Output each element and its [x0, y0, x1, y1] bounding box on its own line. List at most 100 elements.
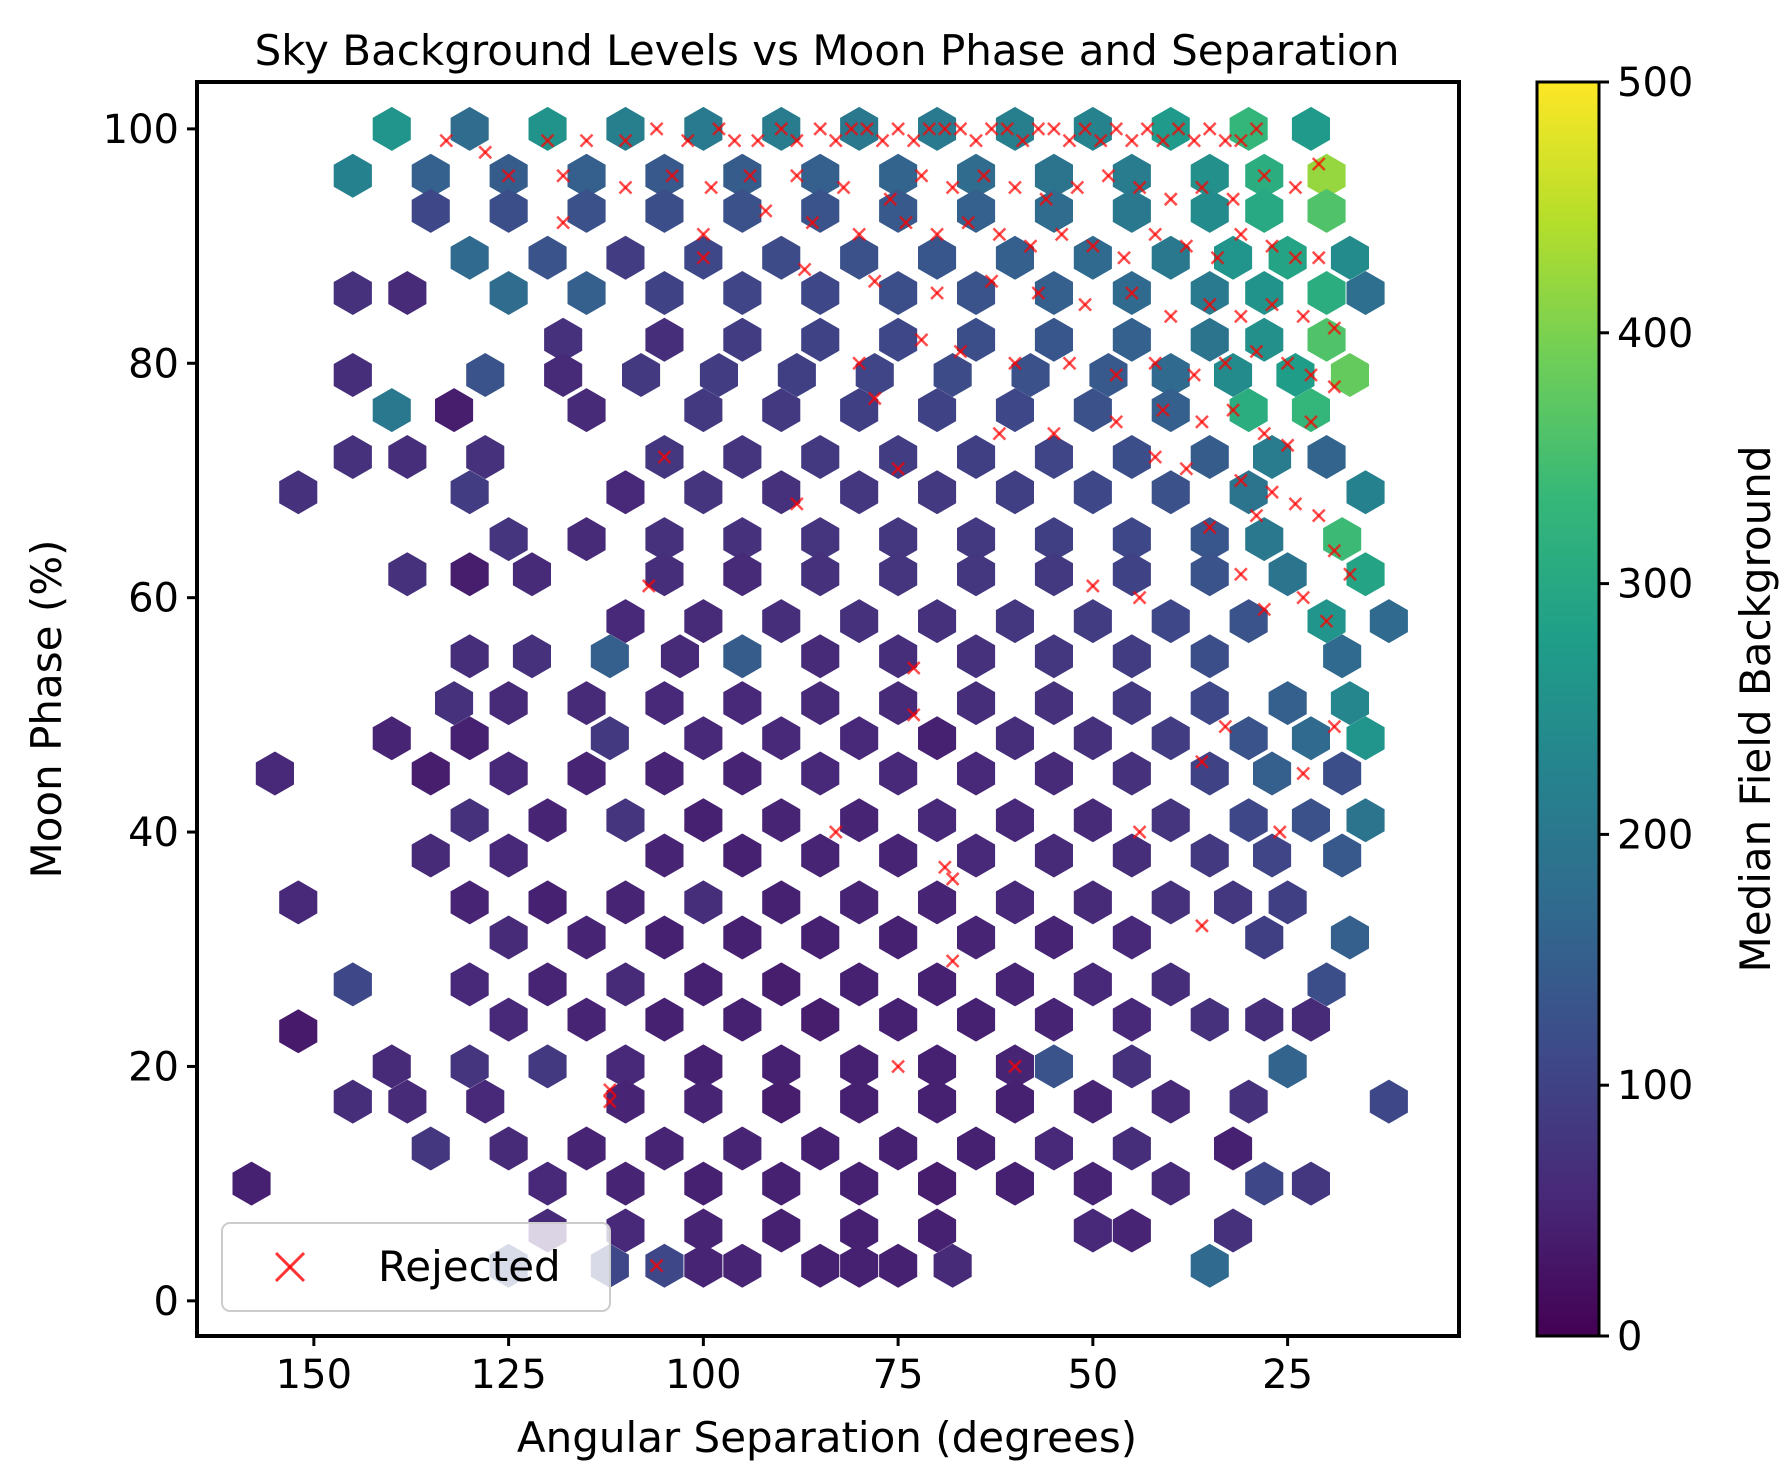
rejected-point: [1311, 250, 1326, 265]
rejected-point: [1195, 180, 1209, 195]
rejected-point: [1319, 614, 1334, 628]
hexbin-cell: [411, 1126, 450, 1171]
hexbin-cell: [684, 470, 723, 515]
hexbin-cell: [466, 435, 505, 479]
hexbin-cell: [435, 388, 474, 433]
hexbin-cell: [1151, 106, 1190, 151]
rejected-point: [852, 356, 867, 371]
rejected-point: [1109, 368, 1124, 382]
hexbin-cell: [801, 915, 840, 960]
hexbin-cell: [544, 353, 583, 397]
rejected-point: [992, 227, 1007, 242]
rejected-point: [1000, 121, 1015, 136]
hexbin-cell: [1073, 388, 1112, 433]
rejected-point: [828, 133, 843, 148]
hexbin-cell: [918, 106, 957, 151]
hexbin-cell: [918, 798, 957, 843]
colorbar-label: Median Field Background: [1731, 446, 1780, 973]
rejected-point: [641, 579, 656, 593]
hexbin-cell: [1190, 271, 1229, 315]
rejected-point: [1070, 180, 1085, 195]
hexbin-cell: [567, 188, 606, 233]
hexbin-cell: [723, 552, 762, 597]
hexbin-cell: [1323, 517, 1362, 562]
hexbin-cell: [528, 962, 567, 1007]
hexbin-cell: [1307, 962, 1346, 1007]
hexbin-cell: [1073, 716, 1112, 761]
hexbin-cell: [1307, 317, 1346, 362]
rejected-point: [883, 192, 898, 207]
hexbin-cell: [1369, 599, 1408, 644]
hexbin-cell: [1346, 271, 1385, 315]
hexbin-cell: [840, 1243, 879, 1288]
hexbin-cell: [1112, 634, 1151, 679]
hexbin-cell: [879, 153, 918, 198]
hexbin-cell: [606, 1161, 645, 1206]
rejected-point: [1132, 825, 1147, 839]
hexbin-cell: [512, 552, 551, 597]
hexbin-cell: [1151, 235, 1190, 280]
rejected-point: [657, 450, 672, 464]
hexbin-cell: [957, 435, 996, 479]
hexbin-cell: [684, 798, 723, 843]
hexbin-cell: [684, 1243, 723, 1288]
rejected-point: [1249, 344, 1264, 359]
hexbin-cell: [723, 435, 762, 479]
rejected-point: [602, 1094, 617, 1109]
hexbin-cell: [762, 599, 801, 644]
hexbin-cell: [528, 1161, 567, 1206]
rejected-point: [930, 227, 944, 242]
x-tick-label: 25: [1262, 1352, 1313, 1398]
hexbin-cell: [1214, 880, 1253, 925]
hexbin-cell: [1151, 388, 1190, 433]
rejected-point: [937, 121, 952, 136]
rejected-point: [914, 332, 929, 347]
hexbin-cell: [995, 1079, 1034, 1124]
hexbin-cell: [660, 634, 699, 679]
rejected-point: [844, 121, 859, 136]
hexbin-cell: [489, 1126, 528, 1171]
rejected-point: [1327, 719, 1342, 734]
hexbin-cell: [723, 997, 762, 1042]
hexbin-cell: [435, 681, 474, 726]
rejected-point: [1265, 239, 1279, 253]
hexbin-cell: [1229, 388, 1268, 433]
colorbar-ticks: 0 100 200 300 400 500: [1599, 60, 1693, 1360]
rejected-point: [1311, 157, 1326, 171]
rejected-point: [1226, 403, 1240, 418]
hexbin-cell: [1190, 1243, 1229, 1288]
rejected-point: [976, 168, 991, 183]
rejected-point: [906, 133, 921, 148]
hexbin-cell: [333, 153, 372, 198]
hexbin-cell: [723, 153, 762, 198]
rejected-point: [1304, 368, 1318, 382]
hexbin-cell: [1190, 435, 1229, 479]
hexbin-cell: [995, 106, 1034, 151]
hexbin-cell: [1307, 435, 1346, 479]
rejected-point: [1008, 180, 1022, 195]
hexbin-cell: [957, 833, 996, 878]
rejected-point: [665, 168, 680, 183]
x-tick-label: 75: [873, 1352, 924, 1398]
rejected-point: [1296, 590, 1311, 605]
rejected-point: [579, 133, 594, 148]
hexbin-cell: [918, 716, 957, 761]
hexbin-cell: [1245, 1161, 1284, 1206]
hexbin-cell: [333, 353, 372, 397]
hexbin-cell: [333, 271, 372, 315]
hexbin-cell: [1229, 106, 1268, 151]
hexbin-cell: [1034, 634, 1073, 679]
hexbin-cell: [645, 751, 684, 796]
hexbin-cell: [1112, 833, 1151, 878]
hexbin-cell: [1151, 1161, 1190, 1206]
rejected-point: [501, 168, 516, 183]
rejected-point: [1179, 461, 1194, 476]
rejected-point: [1093, 133, 1108, 148]
rejected-point: [1078, 121, 1092, 136]
rejected-point: [1195, 754, 1209, 769]
rejected-point: [743, 168, 757, 183]
rejected-point: [1163, 309, 1178, 324]
x-tick-label: 125: [470, 1352, 546, 1398]
hexbin-cell: [606, 962, 645, 1007]
hexbin-cell: [957, 997, 996, 1042]
